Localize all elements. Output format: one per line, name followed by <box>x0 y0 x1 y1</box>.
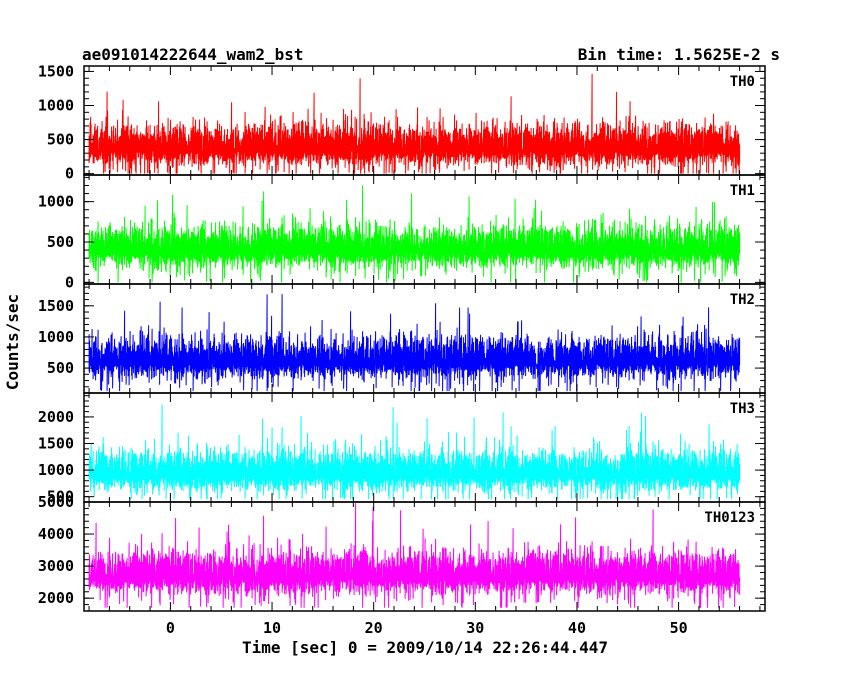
x-tick-label: 10 <box>263 619 281 637</box>
panels-group: 0 500 1000 1500 TH0 0 500 1000 TH1 500 1000 1500 TH2… <box>38 62 766 612</box>
y-tick-label: 1500 <box>38 62 74 80</box>
y-tick-label: 1500 <box>38 435 74 453</box>
y-tick-label: 1000 <box>38 193 74 211</box>
panel-label-th2: TH2 <box>730 292 755 308</box>
x-tick-label: 30 <box>466 619 484 637</box>
y-tick-label: 500 <box>47 131 74 149</box>
y-tick-label: 1000 <box>38 461 74 479</box>
panel-th1: 0 500 1000 TH1 <box>38 174 766 291</box>
panel-label-th0123: TH0123 <box>704 510 755 526</box>
x-tick-label: 0 <box>166 619 175 637</box>
x-tick-label: 50 <box>670 619 688 637</box>
panel-th0123: 2000 3000 4000 5000 TH0123 <box>38 493 766 612</box>
panel-th2: 500 1000 1500 TH2 <box>38 283 766 394</box>
y-axis-label: Counts/sec <box>3 294 22 390</box>
panel-label-th3: TH3 <box>730 401 755 417</box>
y-tick-label: 5000 <box>38 493 74 511</box>
y-tick-label: 2000 <box>38 408 74 426</box>
chart-title-left: ae091014222644_wam2_bst <box>82 45 304 64</box>
series-trace-th0123 <box>88 503 741 608</box>
y-tick-label: 1000 <box>38 97 74 115</box>
x-tick-label: 20 <box>365 619 383 637</box>
panel-frame <box>83 501 766 612</box>
y-tick-label: 1000 <box>38 328 74 346</box>
panel-label-th1: TH1 <box>730 183 755 199</box>
y-tick-label: 0 <box>65 165 74 183</box>
y-tick-label: 1500 <box>38 297 74 315</box>
y-tick-label: 500 <box>47 233 74 251</box>
y-tick-label: 0 <box>65 273 74 291</box>
panel-th3: 500 1000 1500 2000 TH3 <box>38 392 766 506</box>
x-axis-label: Time [sec] 0 = 2009/10/14 22:26:44.447 <box>242 638 608 657</box>
y-tick-label: 3000 <box>38 557 74 575</box>
y-tick-label: 4000 <box>38 525 74 543</box>
y-tick-label: 500 <box>47 359 74 377</box>
panel-th0: 0 500 1000 1500 TH0 <box>38 62 766 183</box>
y-tick-label: 500 <box>47 488 74 506</box>
series-trace-th2 <box>88 294 741 392</box>
y-tick-label: 2000 <box>38 589 74 607</box>
series-trace-th1 <box>88 185 741 283</box>
series-trace-th0 <box>88 73 741 174</box>
x-tick-label: 40 <box>568 619 586 637</box>
x-axis-ticks: 0 10 20 30 40 50 <box>166 619 688 637</box>
series-trace-th3 <box>88 404 741 500</box>
panel-label-th0: TH0 <box>730 74 755 90</box>
chart-title-right: Bin time: 1.5625E-2 s <box>578 45 780 64</box>
